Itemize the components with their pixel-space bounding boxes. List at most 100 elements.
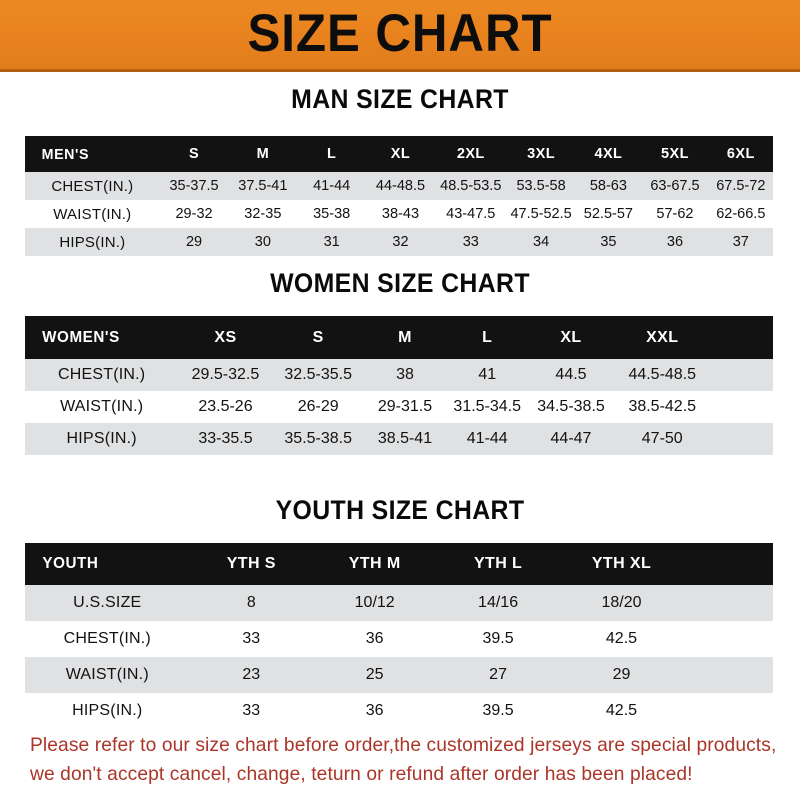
table-row: CHEST(IN.) 33 36 39.5 42.5 (25, 621, 773, 657)
cell: 44-47 (550, 430, 592, 447)
table-row: HIPS(IN.) 33-35.5 35.5-38.5 38.5-41 41-4… (25, 423, 773, 455)
corner-label: WOMEN'S (42, 328, 120, 346)
column-header-empty (711, 316, 773, 359)
column-header: XS (214, 328, 237, 346)
cell: 10/12 (354, 594, 395, 611)
column-header: L (482, 328, 493, 346)
column-header: 5XL (661, 146, 689, 162)
cell: 38.5-42.5 (628, 398, 697, 415)
cell: 62-66.5 (716, 206, 766, 222)
column-header: YTH S (226, 555, 276, 572)
cell: 39.5 (482, 702, 514, 719)
row-label: CHEST(IN.) (51, 177, 134, 195)
cell: 57-62 (656, 206, 694, 222)
cell: 39.5 (482, 630, 514, 647)
cell: 18/20 (601, 594, 642, 611)
column-header: S (312, 328, 324, 346)
cell: 31 (323, 234, 340, 250)
cell: 29.5-32.5 (191, 366, 260, 383)
column-header: XL (390, 146, 411, 162)
cell: 33-35.5 (198, 430, 253, 447)
row-label: HIPS(IN.) (72, 702, 143, 719)
table-row: WAIST(IN.) 23.5-26 26-29 29-31.5 31.5-34… (25, 391, 773, 423)
cell: 44.5 (555, 366, 587, 383)
cell: 33 (242, 630, 261, 647)
row-label: CHEST(IN.) (58, 366, 146, 383)
cell: 35-37.5 (169, 178, 219, 194)
corner-label: YOUTH (42, 555, 99, 572)
column-header: S (188, 146, 200, 162)
cell: 41-44 (466, 430, 508, 447)
cell: 42.5 (605, 630, 638, 647)
cell: 47.5-52.5 (510, 206, 572, 222)
cell: 29 (185, 234, 203, 250)
corner-label: MEN'S (41, 145, 90, 163)
youth-size-table: YOUTH YTH S YTH M YTH L YTH XL U.S.SIZE … (25, 543, 773, 729)
women-size-table: WOMEN'S XS S M L XL XXL CHEST(IN.) 29.5-… (25, 316, 773, 455)
cell-empty (683, 621, 773, 657)
cell: 26-29 (297, 398, 339, 415)
row-label: CHEST(IN.) (63, 630, 151, 647)
table-row: CHEST(IN.) 29.5-32.5 32.5-35.5 38 41 44.… (25, 359, 773, 391)
column-header: 2XL (456, 146, 485, 162)
cell: 35-38 (313, 206, 351, 222)
cell: 38 (396, 366, 414, 383)
cell: 35.5-38.5 (284, 430, 352, 447)
cell-empty (711, 423, 773, 455)
column-header: L (327, 146, 337, 162)
row-label: WAIST(IN.) (60, 398, 144, 415)
cell: 29-31.5 (377, 398, 433, 415)
cell: 58-63 (589, 178, 627, 194)
cell: 42.5 (605, 702, 638, 719)
cell: 8 (246, 594, 256, 611)
column-header: YTH M (348, 555, 401, 572)
cell: 25 (365, 666, 384, 683)
cell: 38.5-41 (377, 430, 433, 447)
cell-empty (711, 359, 773, 391)
cell: 52.5-57 (583, 206, 633, 222)
cell: 44.5-48.5 (628, 366, 697, 383)
cell: 53.5-58 (516, 178, 566, 194)
youth-section-title: YOUTH SIZE CHART (275, 495, 525, 525)
cell: 35 (600, 234, 617, 250)
cell: 41-44 (313, 178, 351, 194)
table-row: CHEST(IN.) 35-37.5 37.5-41 41-44 44-48.5… (25, 172, 773, 200)
page-title: SIZE CHART (247, 4, 553, 63)
page-banner: SIZE CHART (0, 0, 800, 72)
cell-empty (711, 391, 773, 423)
table-header-row: MEN'S S M L XL 2XL 3XL 4XL 5XL 6XL (25, 136, 773, 172)
row-label: HIPS(IN.) (66, 430, 137, 447)
row-label: U.S.SIZE (73, 594, 142, 611)
cell: 67.5-72 (716, 178, 766, 194)
table-row: WAIST(IN.) 23 25 27 29 (25, 657, 773, 693)
cell: 43-47.5 (446, 206, 496, 222)
cell-empty (683, 657, 773, 693)
cell: 23.5-26 (198, 398, 253, 415)
cell: 30 (254, 234, 271, 250)
table-header-row: WOMEN'S XS S M L XL XXL (25, 316, 773, 359)
row-label: HIPS(IN.) (59, 233, 126, 251)
cell: 32-35 (244, 206, 282, 222)
men-size-table: MEN'S S M L XL 2XL 3XL 4XL 5XL 6XL CHEST… (25, 136, 773, 256)
cell: 36 (365, 702, 384, 719)
cell: 27 (489, 666, 507, 683)
man-section-title: MAN SIZE CHART (291, 84, 509, 114)
cell: 29 (612, 666, 631, 683)
cell: 33 (462, 234, 479, 250)
cell: 34 (533, 234, 550, 250)
row-label: WAIST(IN.) (53, 205, 132, 223)
cell: 47-50 (641, 430, 683, 447)
cell: 37.5-41 (238, 178, 288, 194)
column-header: YTH XL (591, 555, 652, 572)
order-policy-note: Please refer to our size chart before or… (30, 731, 778, 789)
column-header-empty (683, 543, 773, 585)
table-row: HIPS(IN.) 33 36 39.5 42.5 (25, 693, 773, 729)
table-header-row: YOUTH YTH S YTH M YTH L YTH XL (25, 543, 773, 585)
cell: 41 (478, 366, 497, 383)
cell: 34.5-38.5 (537, 398, 605, 415)
cell: 38-43 (381, 206, 420, 222)
cell: 37 (732, 234, 749, 250)
cell: 63-67.5 (650, 178, 700, 194)
column-header: M (256, 146, 270, 162)
